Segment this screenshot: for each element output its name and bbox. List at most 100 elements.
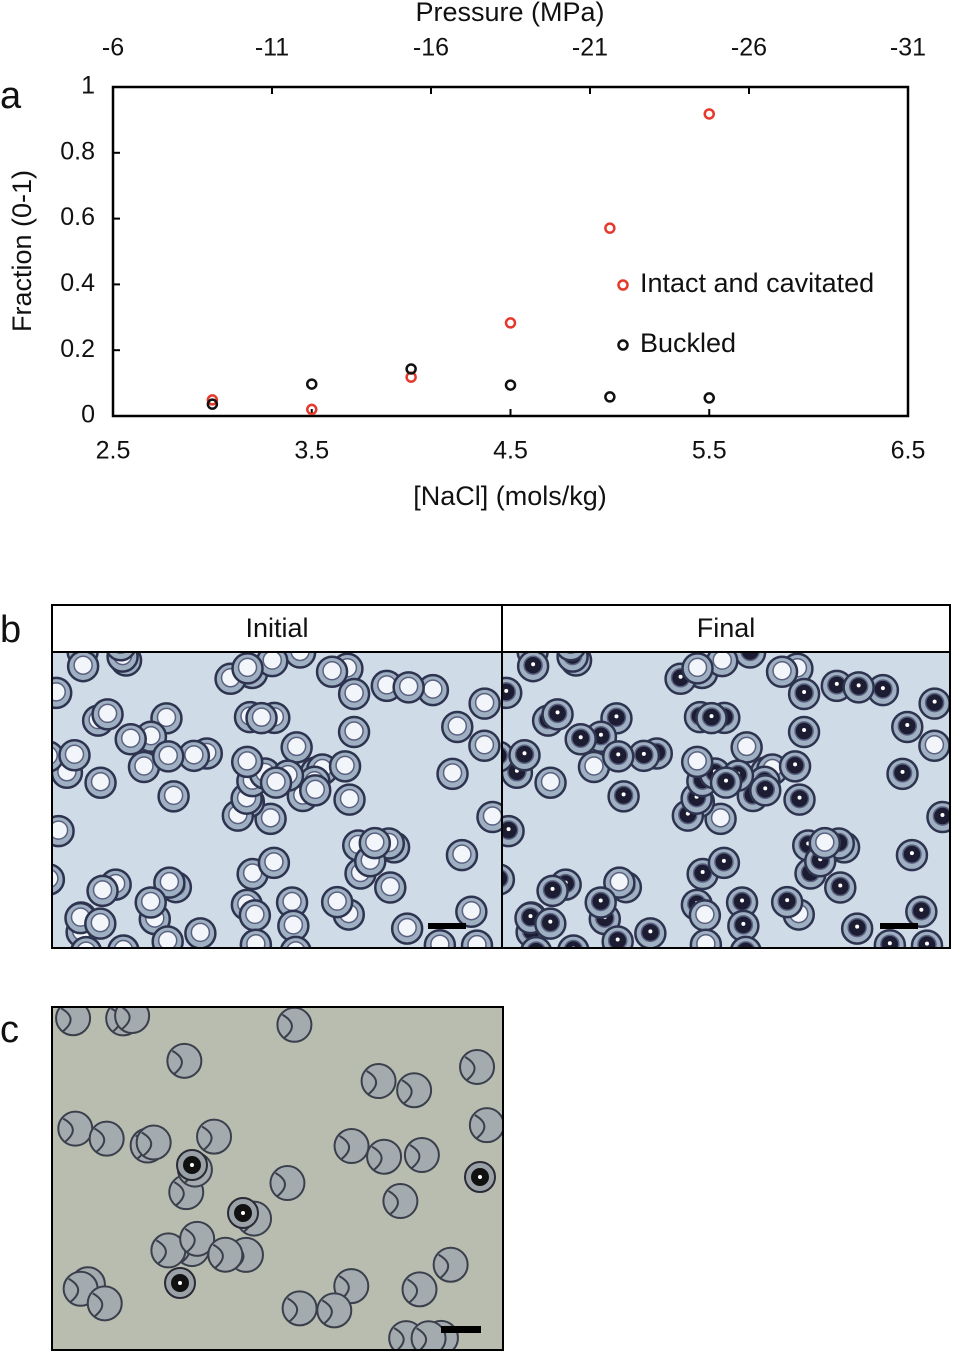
cell-fold [121, 1008, 131, 1030]
cell [269, 1165, 306, 1202]
cell-core [159, 871, 180, 892]
cell-core [120, 728, 141, 749]
cell-glint [614, 714, 619, 719]
cell-core [113, 939, 133, 947]
cell-core [246, 934, 266, 947]
cell-fold [155, 1239, 167, 1265]
panel-label: a [0, 75, 22, 117]
x-tick-label: 6.5 [891, 437, 926, 465]
cell-core [380, 876, 401, 897]
cell-glint [528, 914, 533, 919]
cell-core [262, 653, 282, 670]
cell-core [53, 869, 59, 888]
cell-glint [678, 674, 683, 679]
cell-glint [615, 937, 620, 942]
cell [88, 1120, 125, 1157]
cell-core [365, 832, 385, 852]
cell [382, 1183, 419, 1220]
cell-core [327, 891, 347, 911]
cell [57, 1110, 94, 1147]
cell-glint [506, 827, 511, 832]
cell-core [344, 683, 364, 703]
cell-core [163, 785, 184, 806]
cell-core [917, 934, 937, 947]
point [306, 378, 318, 390]
cell-core [266, 771, 286, 792]
header: Initial [245, 613, 308, 643]
cell-fold [173, 1181, 185, 1206]
cell-glint [700, 870, 705, 875]
y-tick-label: 0.2 [60, 335, 95, 363]
cell-glint [940, 813, 945, 818]
cell-core [710, 808, 731, 828]
legend-marker [617, 339, 629, 351]
cell-core [687, 751, 707, 771]
cell-core [461, 900, 482, 921]
x2-tick-label: -16 [413, 34, 449, 62]
cell-core [430, 934, 450, 947]
cell-fold [287, 1297, 299, 1323]
cells [53, 653, 501, 947]
panel-label: c [0, 1009, 19, 1051]
cell-glint [598, 732, 603, 737]
cell-core [264, 852, 284, 872]
y-tick-label: 0.4 [60, 269, 95, 297]
cell-core [73, 655, 93, 675]
point [703, 108, 715, 120]
cell-core [134, 756, 154, 776]
cell-core [740, 653, 760, 662]
cell-core [344, 721, 364, 741]
cell-glint [924, 941, 929, 946]
cell-fold [274, 1172, 286, 1197]
x-tick-label: 2.5 [96, 437, 131, 465]
cell-glint [504, 688, 509, 693]
cell-core [77, 941, 95, 947]
x2-tick-label: -11 [255, 34, 289, 62]
cell-core [90, 912, 111, 933]
y-tick-label: 0.6 [60, 203, 95, 231]
cell-fold [92, 1292, 104, 1318]
cell-fold [401, 1079, 413, 1105]
cell-glint [834, 681, 839, 686]
cell-fold [62, 1117, 74, 1143]
cell [196, 1118, 233, 1155]
cell-core [563, 939, 583, 947]
cell [432, 1246, 469, 1283]
cell-glint [856, 683, 861, 688]
cell-glint [880, 686, 885, 691]
cell-fold [416, 1327, 428, 1349]
cell-glint [531, 662, 536, 667]
cell-core [696, 934, 716, 947]
cell-core [156, 707, 177, 728]
cells [55, 1008, 502, 1349]
cell-glint [522, 751, 527, 756]
cell [360, 1063, 397, 1100]
cell [556, 653, 586, 662]
x-tick-label: 4.5 [493, 437, 528, 465]
legend-label: Buckled [640, 328, 736, 358]
point [405, 363, 417, 375]
scale-bar [428, 923, 466, 929]
cell [53, 863, 66, 896]
cell [86, 1285, 123, 1322]
cell-glint [802, 728, 807, 733]
cell [401, 1271, 438, 1308]
cell-glint [905, 722, 910, 727]
cell-fold [141, 1131, 153, 1157]
cell-core [736, 736, 757, 757]
cell-core [815, 832, 835, 852]
plot: 0 0.2 0.4 0.6 0.8 1 2.5 3.5 4.5 5.5 6.5 -6 -11 -16 -21… [60, 34, 926, 465]
cell-glint [531, 648, 535, 652]
cell-core [924, 734, 945, 755]
cell-glint [178, 1281, 182, 1285]
cell-fold [474, 1114, 486, 1139]
cell-fold [366, 1070, 378, 1095]
y-tick-label: 0 [81, 401, 95, 429]
cell-core [695, 904, 715, 925]
cell-glint [900, 769, 905, 774]
cell [396, 1072, 433, 1109]
cell-core [286, 736, 307, 757]
cell-core [245, 904, 265, 925]
x2-tick-label: -21 [572, 34, 608, 62]
cell-core [482, 806, 501, 826]
